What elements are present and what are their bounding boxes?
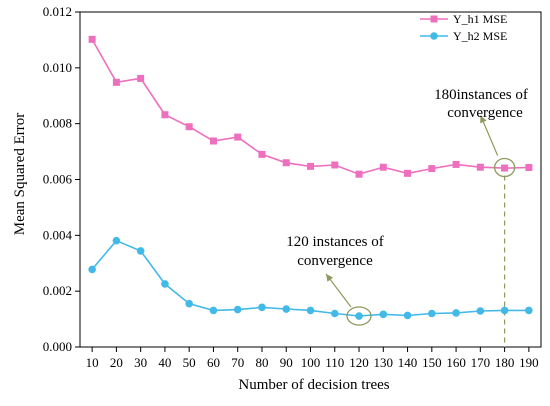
data-point xyxy=(476,307,485,315)
data-point xyxy=(355,170,363,178)
data-point xyxy=(185,123,193,131)
x-tick-label: 80 xyxy=(255,355,268,370)
legend-marker xyxy=(430,15,438,23)
x-tick-label: 140 xyxy=(398,355,418,370)
data-point xyxy=(355,312,363,320)
annotation-ellipse-180 xyxy=(493,157,516,178)
data-point xyxy=(185,299,193,308)
data-point xyxy=(161,280,169,288)
annotation-text-120-line2: convergence xyxy=(297,253,373,269)
x-tick-label: 100 xyxy=(301,355,321,370)
data-point xyxy=(282,159,290,167)
legend-marker xyxy=(430,32,438,40)
data-point xyxy=(500,306,509,315)
annotation-text-180-line2: convergence xyxy=(447,105,523,121)
x-tick-label: 120 xyxy=(349,355,369,370)
series-1 xyxy=(88,35,533,178)
data-point xyxy=(258,150,266,158)
x-tick-label: 170 xyxy=(471,355,491,370)
data-point xyxy=(307,162,314,170)
data-point xyxy=(525,306,533,315)
data-point xyxy=(233,305,242,314)
data-point xyxy=(137,74,145,82)
plot-frame xyxy=(79,11,542,348)
annotation-ellipse-120 xyxy=(346,306,372,326)
data-point xyxy=(331,161,339,169)
y-tick-label: 0.006 xyxy=(43,172,73,187)
x-tick-label: 150 xyxy=(422,355,442,370)
axes xyxy=(79,11,542,348)
annotations: 180instances of convergence 120 instances … xyxy=(286,87,528,326)
legend: Y_h1 MSE Y_h2 MSE xyxy=(420,12,507,43)
y-tick-label: 0.002 xyxy=(43,283,72,298)
x-tick-label: 190 xyxy=(519,355,539,370)
data-point xyxy=(525,163,533,171)
x-tick-label: 30 xyxy=(134,355,147,370)
x-tick-label: 10 xyxy=(86,355,99,370)
data-point xyxy=(88,35,96,43)
data-point xyxy=(501,164,509,172)
data-point xyxy=(306,306,315,315)
x-tick-label: 20 xyxy=(110,355,123,370)
data-point xyxy=(209,306,218,315)
x-axis-title: Number of decision trees xyxy=(238,377,389,393)
y-tick-label: 0.000 xyxy=(43,339,72,354)
data-point xyxy=(330,309,339,318)
data-point xyxy=(136,247,145,255)
data-series xyxy=(88,35,533,320)
data-point xyxy=(161,111,169,119)
data-point xyxy=(452,309,460,317)
x-tick-label: 180 xyxy=(495,355,515,370)
data-point xyxy=(282,305,291,313)
data-point xyxy=(404,169,412,177)
data-point xyxy=(379,310,388,319)
annotation-text-180-line1: 180instances of xyxy=(434,87,528,103)
y-tick-label: 0.012 xyxy=(43,4,72,19)
x-tick-label: 130 xyxy=(374,355,394,370)
x-tick-label: 60 xyxy=(207,355,220,370)
x-tick-label: 70 xyxy=(231,355,244,370)
annotation-arrow-180 xyxy=(480,115,499,156)
data-point xyxy=(476,163,484,171)
data-point xyxy=(258,303,266,312)
data-point xyxy=(428,165,436,173)
x-tick-label: 110 xyxy=(325,355,344,370)
x-tick-label: 90 xyxy=(280,355,293,370)
data-point xyxy=(88,265,96,274)
legend-label: Y_h2 MSE xyxy=(453,29,507,43)
data-point xyxy=(403,311,412,320)
x-tick-label: 160 xyxy=(446,355,466,370)
y-tick-label: 0.004 xyxy=(43,227,73,242)
legend-label: Y_h1 MSE xyxy=(453,12,507,26)
series-2 xyxy=(88,236,533,320)
tick-marks: 0.000 0.002 0.004 0.006 0.008 0.010 0.012 10 20 3… xyxy=(43,4,539,370)
annotation-arrow-120-head xyxy=(326,274,334,282)
y-axis-title: Mean Squared Error xyxy=(12,113,28,235)
y-tick-label: 0.008 xyxy=(43,116,72,131)
legend-item-2: Y_h2 MSE xyxy=(420,29,507,43)
data-point xyxy=(209,137,217,145)
data-point xyxy=(112,236,121,245)
y-tick-label: 0.010 xyxy=(43,60,72,75)
legend-item-1: Y_h1 MSE xyxy=(420,12,507,26)
series-line xyxy=(91,239,529,317)
data-point xyxy=(452,160,460,168)
annotation-arrow-180-head xyxy=(480,115,487,124)
data-point xyxy=(428,309,436,318)
data-point xyxy=(234,133,242,141)
data-point xyxy=(379,163,387,171)
x-tick-label: 50 xyxy=(183,355,196,370)
data-point xyxy=(112,78,120,86)
x-tick-label: 40 xyxy=(158,355,171,370)
annotation-text-120-line1: 120 instances of xyxy=(286,234,383,250)
